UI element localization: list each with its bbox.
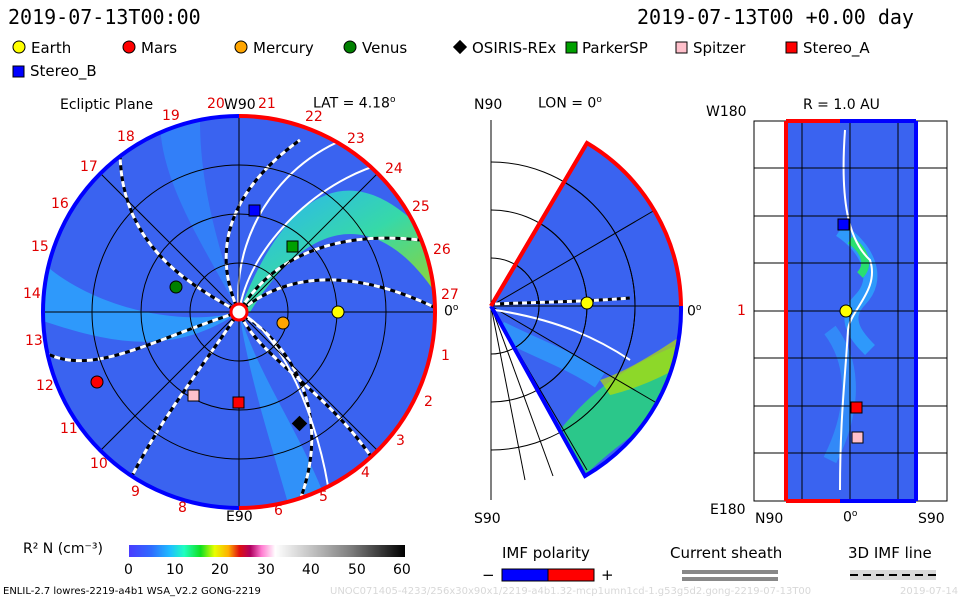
radial-mid-label: 1: [737, 303, 746, 319]
legend-venus-label: Venus: [362, 39, 408, 57]
stereo-a-marker: [232, 396, 245, 409]
stereo-b-marker: [248, 204, 261, 217]
rot-14: 14: [23, 286, 41, 302]
earth-marker-radial: [839, 304, 853, 318]
imf-polarity-title: IMF polarity: [502, 544, 590, 562]
rot-20: 20: [207, 96, 225, 112]
legend-earth-label: Earth: [31, 39, 72, 57]
radial-top-left-label: W180: [706, 104, 747, 120]
imf-line-title: 3D IMF line: [848, 544, 932, 562]
ecliptic-lat-label: LAT = 4.18o: [313, 95, 396, 112]
imf-polarity-minus: −: [482, 566, 495, 584]
radial-r-label: R = 1.0 AU: [803, 97, 880, 113]
rot-2: 2: [424, 394, 433, 410]
imf-polarity-plus: +: [601, 566, 614, 584]
spitzer-marker: [187, 389, 200, 402]
radial-bottom-left-label: E180: [710, 502, 746, 518]
rot-6: 6: [274, 503, 283, 519]
meridional-right-label: 0o: [687, 303, 702, 320]
rot-22: 22: [305, 109, 323, 125]
parkersp-marker: [286, 240, 299, 253]
rot-23: 23: [347, 131, 365, 147]
legend-mars-label: Mars: [141, 39, 178, 57]
current-sheath-title: Current sheath: [670, 544, 783, 562]
footer-faint-text: UNOC071405-4233/256x30x90x1/2219-a4b1.32…: [330, 586, 812, 597]
colorbar-tick-20: 20: [211, 562, 229, 578]
rot-18: 18: [117, 129, 135, 145]
footer-date-text: 2019-07-14: [900, 586, 959, 597]
radial-bottom-zero: 0o: [843, 509, 858, 526]
ecliptic-right-label: 0o: [444, 303, 459, 320]
rot-26: 26: [433, 242, 451, 258]
header-right-datetime: 2019-07-13T00 +0.00 day: [637, 5, 914, 29]
ecliptic-title: Ecliptic Plane: [60, 97, 154, 113]
rot-19: 19: [162, 108, 180, 124]
rot-17: 17: [80, 159, 98, 175]
ecliptic-plane-panel: [41, 114, 437, 510]
rot-1: 1: [441, 348, 450, 364]
mars-marker: [90, 375, 104, 389]
rot-16: 16: [51, 196, 69, 212]
rot-11: 11: [60, 421, 78, 437]
header-left-datetime: 2019-07-13T00:00: [8, 5, 201, 29]
current-sheath-swatch: [682, 570, 778, 574]
colorbar-tick-60: 60: [393, 562, 411, 578]
rot-12: 12: [36, 378, 54, 394]
density-colorbar: [129, 545, 405, 557]
colorbar-tick-50: 50: [348, 562, 366, 578]
radial-bottom-s90: S90: [918, 511, 945, 527]
rot-4: 4: [361, 465, 370, 481]
earth-marker: [331, 305, 345, 319]
ecliptic-bottom-label: E90: [226, 509, 253, 525]
spitzer-marker-radial: [851, 431, 864, 444]
rot-5: 5: [319, 489, 328, 505]
meridional-top-label: N90: [474, 97, 503, 113]
venus-marker: [169, 280, 183, 294]
radial-bottom-n90: N90: [755, 511, 784, 527]
rot-3: 3: [396, 433, 405, 449]
colorbar-label: R² N (cm⁻³): [23, 541, 103, 557]
radial-markers: [837, 218, 864, 444]
rot-25: 25: [412, 199, 430, 215]
colorbar-tick-10: 10: [166, 562, 184, 578]
rot-24: 24: [385, 161, 403, 177]
rot-21: 21: [258, 96, 276, 112]
legend-stereo-b-label: Stereo_B: [30, 62, 97, 80]
legend-markers: [12, 39, 798, 78]
rot-15: 15: [31, 239, 49, 255]
meridional-bottom-label: S90: [474, 511, 501, 527]
meridional-lon-label: LON = 0o: [538, 95, 602, 112]
imf-negative-bar: [501, 568, 549, 582]
rot-9: 9: [131, 484, 140, 500]
rot-8: 8: [178, 500, 187, 516]
imf-positive-bar: [547, 568, 595, 582]
legend-osiris-label: OSIRIS-REx: [472, 39, 557, 57]
rot-13: 13: [25, 333, 43, 349]
footer-left-text: ENLIL-2.7 lowres-2219-a4b1 WSA_V2.2 GONG…: [3, 586, 261, 597]
stereo-b-marker-radial: [837, 218, 850, 231]
legend-stereo-a-label: Stereo_A: [803, 39, 870, 57]
rot-10: 10: [90, 456, 108, 472]
ecliptic-top-label: W90: [224, 97, 256, 113]
colorbar-tick-30: 30: [257, 562, 275, 578]
legend-mercury-label: Mercury: [253, 39, 314, 57]
colorbar-tick-0: 0: [124, 562, 133, 578]
mercury-marker: [276, 316, 290, 330]
stereo-a-marker-radial: [850, 401, 863, 414]
legend-spitzer-label: Spitzer: [693, 39, 746, 57]
legend-parker-label: ParkerSP: [582, 39, 648, 57]
rot-27: 27: [441, 287, 459, 303]
earth-marker-meridional: [580, 296, 594, 310]
colorbar-tick-40: 40: [302, 562, 320, 578]
